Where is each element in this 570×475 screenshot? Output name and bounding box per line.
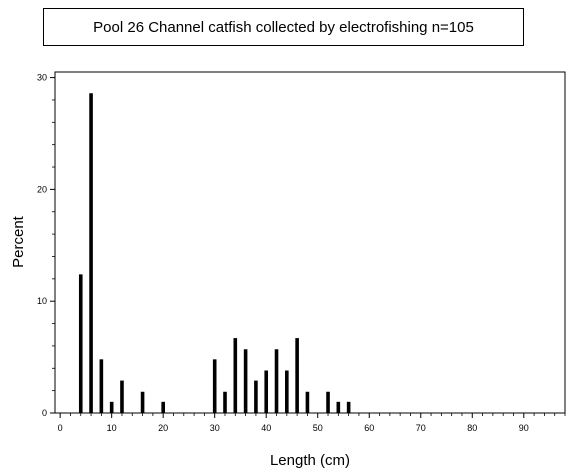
x-tick-label-70: 70 bbox=[416, 423, 426, 433]
x-tick-label-30: 30 bbox=[210, 423, 220, 433]
x-tick-label-80: 80 bbox=[467, 423, 477, 433]
y-tick-label-0: 0 bbox=[42, 408, 47, 418]
bar-52 bbox=[326, 391, 330, 413]
bar-8 bbox=[99, 359, 104, 413]
bar-30 bbox=[212, 359, 217, 413]
bar-54 bbox=[336, 401, 341, 413]
y-tick-label-10: 10 bbox=[37, 296, 47, 306]
x-tick-label-60: 60 bbox=[364, 423, 374, 433]
y-tick-label-20: 20 bbox=[37, 184, 47, 194]
bar-38 bbox=[254, 380, 258, 413]
x-tick-label-50: 50 bbox=[313, 423, 323, 433]
x-tick-label-10: 10 bbox=[107, 423, 117, 433]
bar-56 bbox=[346, 401, 351, 413]
bar-12 bbox=[120, 380, 124, 413]
chart-title: Pool 26 Channel catfish collected by ele… bbox=[93, 18, 474, 36]
x-axis: 0 10 20 30 40 50 60 70 80 90 bbox=[58, 413, 529, 433]
bar-36 bbox=[243, 349, 248, 413]
bar-16 bbox=[140, 391, 145, 413]
plot-frame bbox=[54, 71, 566, 414]
chart-title-box: Pool 26 Channel catfish collected by ele… bbox=[43, 8, 524, 46]
x-axis-title: Length (cm) bbox=[270, 452, 350, 469]
bar-40 bbox=[264, 370, 269, 413]
x-tick-label-40: 40 bbox=[261, 423, 271, 433]
bar-44 bbox=[285, 370, 289, 413]
x-tick-label-20: 20 bbox=[158, 423, 168, 433]
minor-ticks bbox=[52, 99, 566, 416]
x-tick-label-0: 0 bbox=[58, 423, 63, 433]
bar-32 bbox=[223, 391, 227, 413]
y-tick-label-30: 30 bbox=[37, 73, 47, 83]
bar-48 bbox=[305, 391, 310, 413]
x-tick-label-90: 90 bbox=[519, 423, 529, 433]
bar-42 bbox=[274, 349, 279, 413]
bar-34 bbox=[233, 338, 238, 413]
y-axis-title: Percent bbox=[10, 215, 27, 268]
bar-46 bbox=[295, 338, 299, 413]
bars bbox=[78, 93, 351, 414]
bar-20 bbox=[161, 401, 165, 413]
y-axis: 0 10 20 30 bbox=[37, 73, 55, 418]
bar-6 bbox=[89, 93, 93, 414]
bar-10 bbox=[109, 401, 114, 413]
bar-4 bbox=[78, 274, 83, 413]
